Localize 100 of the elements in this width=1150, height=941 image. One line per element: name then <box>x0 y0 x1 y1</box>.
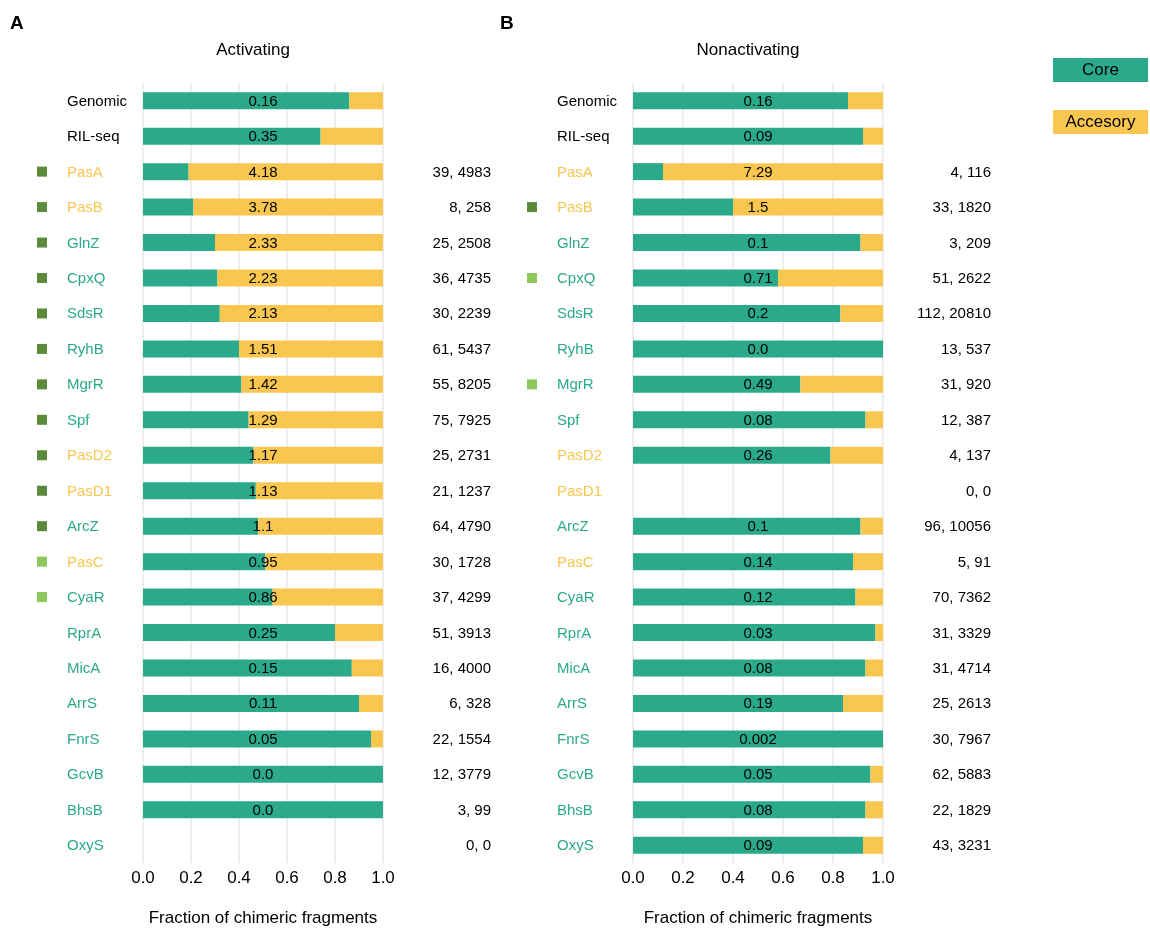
annotation: 3.78 <box>248 198 278 216</box>
x-axis-title: Fraction of chimeric fragments <box>148 908 378 927</box>
bar <box>840 304 883 322</box>
bar <box>853 553 883 571</box>
bar <box>633 659 866 677</box>
bar <box>865 801 883 819</box>
bar <box>349 92 383 110</box>
y-tick-label: PasB <box>557 198 593 216</box>
y-tick-label: PasD1 <box>557 481 603 499</box>
y-tick-label: BhsB <box>557 800 593 818</box>
y-tick-label: RIL-seq <box>557 127 610 145</box>
y-tick-label: CyaR <box>557 588 595 606</box>
annotation: 0.35 <box>248 127 278 145</box>
bar <box>633 624 876 642</box>
text: 4, 116 <box>950 162 991 180</box>
text: 31, 920 <box>940 375 991 393</box>
y-tick-label: PasB <box>67 198 103 216</box>
text: 31, 4714 <box>932 659 991 676</box>
x-axis-title: Fraction of chimeric fragments <box>643 908 873 927</box>
annotation: 0.16 <box>743 91 773 109</box>
y-tick-label: PasC <box>67 552 104 570</box>
bar <box>778 269 883 287</box>
text: 3, 99 <box>457 800 491 818</box>
bar <box>217 269 383 287</box>
annotation: 0.26 <box>743 446 773 464</box>
y-tick-label: CpxQ <box>557 269 596 286</box>
bar <box>870 765 883 783</box>
y-tick-label: CyaR <box>67 588 105 606</box>
bar <box>188 163 383 181</box>
y-tick-label: FnrS <box>557 729 590 747</box>
bar <box>855 588 883 606</box>
text: Accesory <box>1053 110 1148 134</box>
bar <box>143 694 359 712</box>
text: 62, 5883 <box>932 765 991 783</box>
bar <box>633 801 866 819</box>
y-tick-label: MgrR <box>67 375 104 393</box>
annotation: 0.1 <box>747 233 769 251</box>
annotation: 0.71 <box>743 269 773 286</box>
annotation: 2.33 <box>248 233 278 251</box>
bar <box>143 92 350 110</box>
bar <box>800 375 883 393</box>
x-tick-label: 0.8 <box>323 868 347 888</box>
bar <box>351 659 383 677</box>
y-tick-label: GlnZ <box>67 233 100 251</box>
text: 55, 8205 <box>432 375 491 393</box>
x-tick-label: 0.0 <box>621 868 645 888</box>
bar <box>143 375 242 393</box>
y-tick-label: RIL-seq <box>67 127 120 145</box>
x-tick-label: 0.4 <box>721 868 745 888</box>
bar <box>633 234 861 252</box>
text: 25, 2508 <box>432 233 491 251</box>
bar <box>633 588 856 606</box>
annotation: 2.23 <box>248 269 278 286</box>
bar <box>633 446 831 464</box>
text: 21, 1237 <box>432 481 491 499</box>
text: 0, 0 <box>965 481 991 499</box>
annotation: 0.002 <box>739 729 777 747</box>
bar <box>143 269 218 287</box>
bar <box>633 836 863 854</box>
x-tick-label: 1.0 <box>371 868 395 888</box>
y-tick-label: ArcZ <box>557 517 589 535</box>
bar <box>633 375 801 393</box>
text: 96, 10056 <box>924 517 991 535</box>
bar <box>633 553 853 571</box>
text: 22, 1829 <box>932 800 991 818</box>
text: 4, 137 <box>949 446 991 464</box>
text: 13, 537 <box>940 339 991 357</box>
y-tick-label: ArcZ <box>67 517 99 535</box>
text: 70, 7362 <box>932 588 991 606</box>
annotation: 0.08 <box>743 410 773 428</box>
annotation: 1.5 <box>747 198 769 216</box>
x-tick-label: 0.2 <box>179 868 203 888</box>
annotation: 1.29 <box>248 410 278 428</box>
y-tick-label: GlnZ <box>557 233 590 251</box>
annotation: 4.18 <box>248 162 278 180</box>
y-tick-label: SdsR <box>67 304 104 322</box>
y-tick-label: GcvB <box>557 765 594 783</box>
y-tick-label: MgrR <box>557 375 594 393</box>
y-tick-label: RyhB <box>67 339 104 357</box>
text: 64, 4790 <box>432 517 491 535</box>
bar <box>219 304 383 322</box>
bar <box>663 163 883 181</box>
y-tick-label: PasD2 <box>557 446 603 464</box>
x-tick-label: 0.4 <box>227 868 251 888</box>
bar <box>633 730 883 748</box>
annotation: 0.0 <box>252 765 274 783</box>
annotation: 0.49 <box>743 375 773 393</box>
x-tick-label: 1.0 <box>871 868 895 888</box>
text: 37, 4299 <box>432 588 491 606</box>
annotation: 0.0 <box>747 339 769 357</box>
y-tick-label: GcvB <box>67 765 104 783</box>
text: 30, 7967 <box>932 729 991 747</box>
text: 25, 2613 <box>932 694 991 712</box>
y-tick-label: PasD1 <box>67 481 113 499</box>
text: 61, 5437 <box>432 339 491 357</box>
x-tick-label: 0.6 <box>771 868 795 888</box>
text: 0, 0 <box>465 836 491 854</box>
text: 12, 3779 <box>432 765 491 783</box>
bar <box>143 127 321 145</box>
bar <box>633 163 663 181</box>
